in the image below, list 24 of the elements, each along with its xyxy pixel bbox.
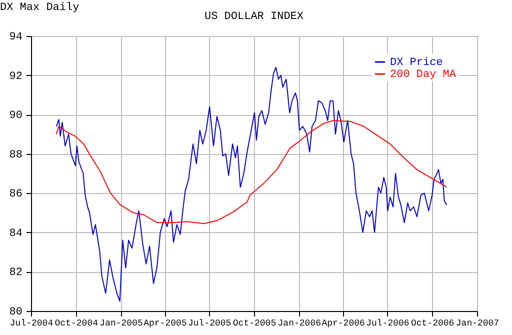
y-tick-label: 90 [9,110,22,122]
x-tick-label: Jan-2005 [100,318,143,328]
x-tick-label: Jul-2006 [366,318,410,328]
chart-title: US DOLLAR INDEX [204,11,304,23]
y-tick-label: 92 [9,70,22,83]
y-tick-label: 86 [9,188,22,201]
x-tick-label: Jul-2005 [188,318,232,328]
x-tick-label: Oct-2005 [232,318,276,328]
y-tick-label: 84 [9,228,23,240]
x-tick-label: Apr-2006 [322,318,365,328]
y-tick-label: 88 [9,149,22,162]
line-series [56,120,448,224]
y-tick-label: 94 [9,32,23,44]
x-tick-label: Oct-2006 [411,318,454,328]
y-tick-label: 82 [9,267,22,280]
x-tick-label: Jan-2006 [278,318,321,328]
text: DX Max Daily [0,2,80,14]
y-tick-label: 80 [9,306,22,318]
legend-label: DX Price [390,57,443,69]
x-tick-label: Jul-2004 [10,318,54,328]
x-tick-label: Apr-2005 [144,318,187,328]
legend-label: 200 Day MA [390,69,456,81]
x-tick-label: Jan-2007 [456,318,500,328]
x-tick-label: Oct-2004 [54,318,98,328]
